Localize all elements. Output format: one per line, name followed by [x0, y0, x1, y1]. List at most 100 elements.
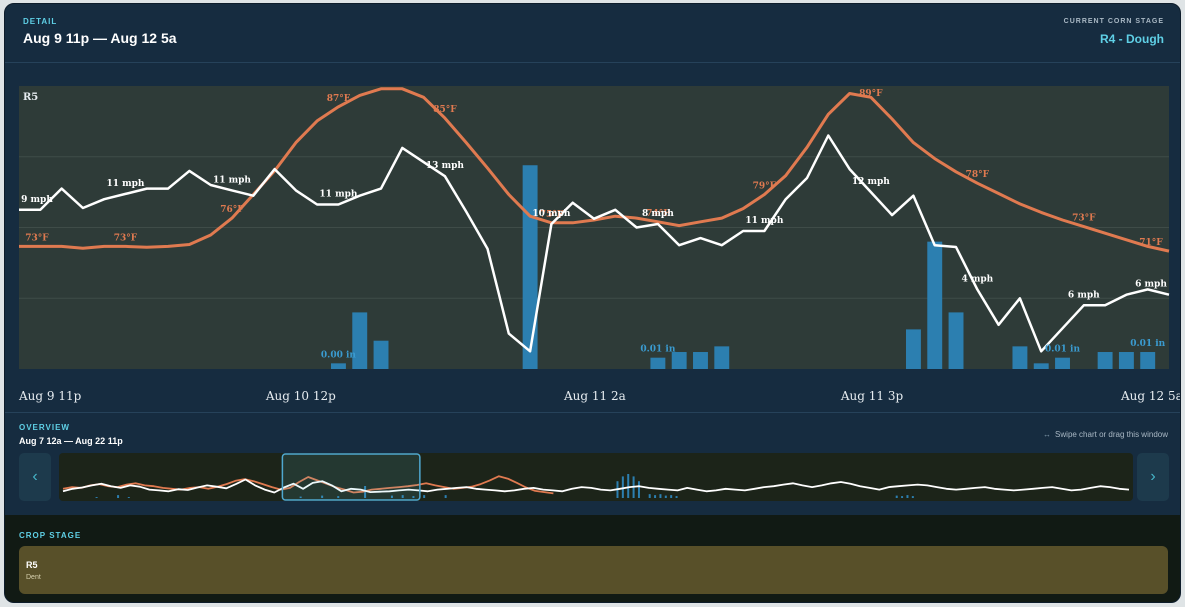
temperature-line: [19, 87, 1170, 253]
overview-divider: [5, 412, 1180, 413]
precip-label: 0.00 in: [321, 350, 356, 360]
drag-hint-text: Swipe chart or drag this window: [1055, 430, 1168, 439]
current-stage-label: CURRENT CORN STAGE: [1063, 18, 1164, 25]
overview-precip-bar: [637, 481, 640, 498]
x-tick-label: Aug 11 3p: [840, 389, 904, 403]
temperature-label: 71°F: [1139, 238, 1163, 248]
overview-range: Aug 7 12a — Aug 22 11p: [19, 436, 123, 446]
precip-bar: [330, 363, 346, 369]
overview-chart[interactable]: [59, 453, 1133, 501]
precip-bar: [650, 357, 666, 369]
chevron-left-icon: ‹: [32, 468, 38, 485]
overview-precip-bar: [911, 496, 914, 498]
temperature-label: 73°F: [114, 233, 138, 243]
overview-precip-bar: [654, 495, 657, 498]
overview-precip-bar: [895, 495, 898, 498]
overview-prev-button[interactable]: ‹: [19, 453, 51, 501]
overview-precip-bar: [117, 495, 120, 498]
overview-label: OVERVIEW: [19, 423, 70, 432]
overview-precip-bar: [664, 495, 667, 498]
crop-stage-card[interactable]: R5 Dent: [19, 546, 1168, 594]
overview-wind-line: [62, 478, 1130, 494]
precip-bar: [522, 165, 538, 369]
temperature-label: 74°F: [646, 209, 670, 219]
overview-precip-bar: [127, 497, 130, 498]
precip-label: 0.01 in: [1130, 339, 1165, 349]
x-tick-label: Aug 9 11p: [19, 389, 82, 403]
overview-window[interactable]: [281, 453, 421, 501]
overview-background: [59, 453, 1133, 501]
precip-bar: [714, 346, 730, 369]
overview-precip-bar: [906, 495, 909, 498]
crop-stage-label: CROP STAGE: [19, 531, 82, 540]
precip-bar: [671, 352, 687, 369]
precip-bar: [693, 352, 708, 369]
temperature-label: 73°F: [1072, 214, 1096, 224]
wind-label: 11 mph: [745, 216, 783, 226]
overview-precip-bar: [299, 496, 302, 498]
temperature-label: 85°F: [433, 105, 457, 115]
overview-precip-bar: [901, 496, 904, 498]
precip-label: 0.01 in: [640, 345, 675, 355]
overview-temperature-line: [62, 475, 554, 495]
precip-bar: [352, 312, 368, 369]
overview-precip-bar: [337, 496, 340, 498]
wind-label: 11 mph: [106, 179, 144, 189]
wind-label: 9 mph: [21, 195, 53, 205]
wind-label: 13 mph: [426, 161, 464, 171]
crop-stage-section: CROP STAGE R5 Dent: [5, 515, 1180, 602]
crop-stage-name: R5: [26, 560, 38, 570]
temperature-label: 79°F: [753, 181, 777, 191]
overview-precip-bar: [321, 495, 324, 498]
overview-precip-bar: [95, 497, 98, 498]
overview-precip-bar: [659, 494, 662, 498]
precip-bar: [1055, 357, 1070, 369]
overview-precip-bar: [670, 495, 673, 498]
precip-bar: [1140, 352, 1156, 369]
current-stage-value: R4 - Dough: [1100, 32, 1164, 46]
wind-label: 12 mph: [852, 177, 890, 187]
drag-hint: ↔ Swipe chart or drag this window: [1043, 430, 1168, 439]
precip-bar: [927, 241, 943, 369]
precip-bar: [948, 312, 964, 369]
overview-precip-bar: [412, 496, 415, 498]
x-tick-label: Aug 10 12p: [265, 389, 336, 403]
temperature-label: 78°F: [966, 170, 990, 180]
precip-bar: [1118, 352, 1134, 369]
detail-chart[interactable]: R5 73°F 73°F 76°F 87°F 85°F 75°F 74°F 79°F 89°F 78…: [5, 64, 1181, 384]
precip-bar: [1097, 352, 1113, 369]
stage-band-label: R5: [23, 92, 38, 103]
resize-horizontal-icon: ↔: [1043, 430, 1052, 439]
overview-precip-bar: [444, 495, 447, 498]
wind-label: 11 mph: [319, 190, 357, 200]
detail-label: DETAIL: [23, 17, 58, 26]
overview-precip-bar: [621, 476, 624, 498]
overview-precip-bar: [390, 495, 393, 498]
wind-label: 6 mph: [1135, 280, 1167, 290]
x-tick-label: Aug 11 2a: [564, 389, 626, 403]
temperature-label: 75°F: [540, 210, 564, 220]
temperature-label: 89°F: [859, 89, 883, 99]
detail-range: Aug 9 11p — Aug 12 5a: [23, 30, 177, 46]
overview-next-button[interactable]: ›: [1137, 453, 1169, 501]
wind-label: 8 mph: [642, 209, 674, 219]
precip-bar: [1012, 346, 1028, 369]
precip-bar: [1033, 363, 1049, 369]
chevron-right-icon: ›: [1150, 468, 1156, 485]
temperature-label: 87°F: [327, 94, 351, 104]
overview-precip-bar: [648, 494, 651, 498]
header-divider: [5, 62, 1180, 63]
precip-bar: [373, 340, 389, 369]
wind-line: [19, 134, 1170, 353]
precip-label: 0.01 in: [1045, 345, 1080, 355]
x-tick-label: Aug 12 5a: [1121, 389, 1181, 403]
wind-label: 11 mph: [213, 175, 251, 185]
wind-label: 6 mph: [1068, 290, 1100, 300]
temperature-label: 76°F: [220, 205, 244, 215]
overview-precip-bar: [675, 496, 678, 498]
crop-stage-description: Dent: [26, 574, 41, 581]
overview-precip-bar: [401, 495, 404, 498]
wind-label: 4 mph: [961, 274, 993, 284]
overview-precip-bar: [627, 474, 630, 498]
wind-label: 10 mph: [532, 209, 570, 219]
